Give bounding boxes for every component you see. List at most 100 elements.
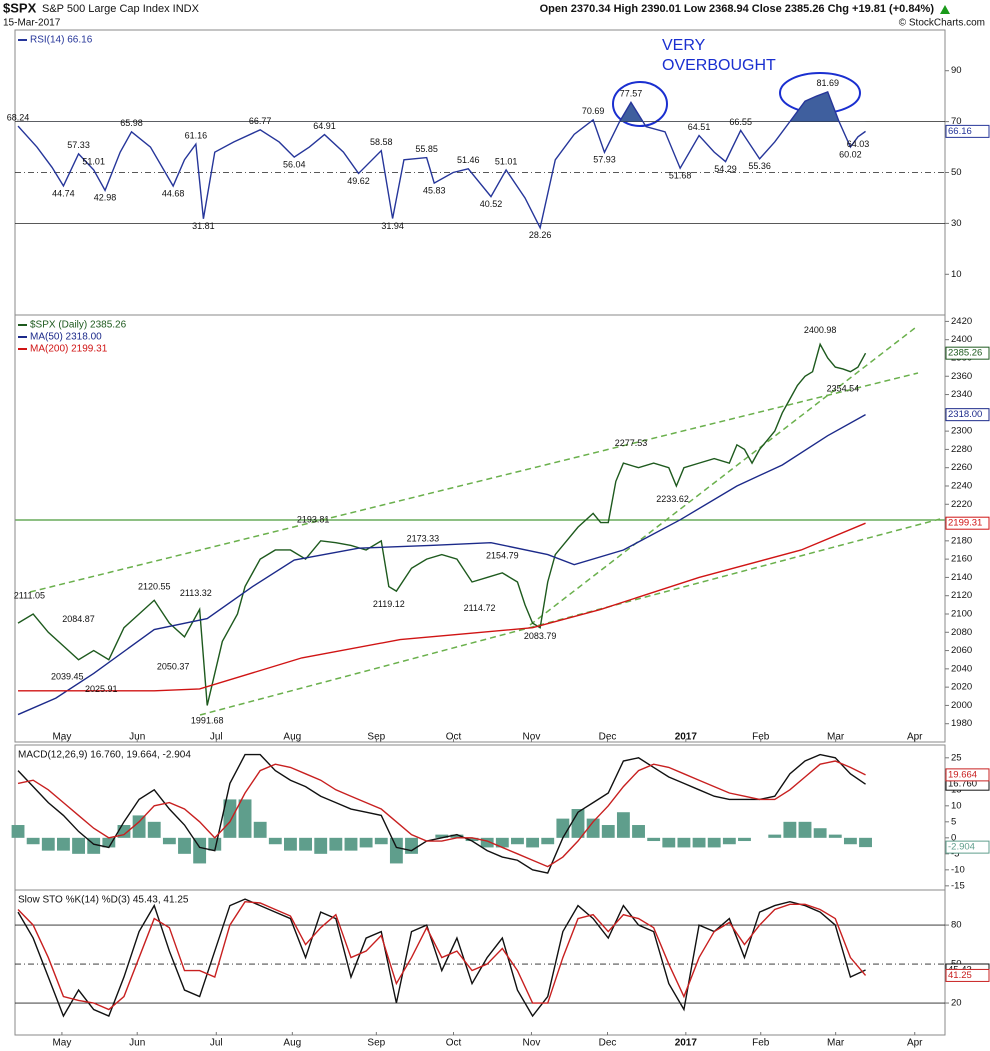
legend-entry: $SPX (Daily) 2385.26 — [30, 320, 127, 331]
histogram-bar — [299, 837, 313, 851]
histogram-bar — [828, 834, 842, 838]
y-tick-label: 1980 — [951, 718, 972, 729]
point-label: 2050.37 — [157, 662, 190, 672]
histogram-bar — [511, 837, 524, 845]
y-tick-label: 10 — [951, 269, 962, 280]
value-tag — [945, 408, 990, 422]
point-label: 64.91 — [313, 121, 336, 131]
y-tick-label: 2060 — [951, 645, 972, 656]
point-label: 2039.45 — [51, 672, 84, 682]
histogram-bar — [435, 834, 449, 838]
histogram-bar — [632, 825, 645, 838]
histogram-bar — [132, 815, 146, 838]
histogram-bar — [102, 837, 116, 848]
point-label: 66.55 — [729, 117, 752, 127]
point-label: 55.36 — [748, 161, 771, 171]
histogram-bar — [26, 837, 40, 845]
series-line — [17, 90, 866, 230]
value-tag — [945, 346, 990, 360]
up-arrow — [940, 5, 950, 14]
symbol: $SPX — [3, 0, 37, 15]
point-label: 1991.68 — [191, 715, 224, 725]
histogram-bar — [284, 837, 297, 851]
y-tick-label: 50 — [951, 167, 962, 178]
series-line — [17, 753, 866, 874]
y-tick-label: 2100 — [951, 609, 972, 620]
point-label: 68.24 — [7, 112, 30, 122]
point-label: 49.62 — [347, 176, 370, 186]
histogram-bar — [193, 837, 207, 864]
histogram-bar — [147, 821, 161, 838]
value-tag-label: -2.904 — [948, 842, 975, 853]
x-tick-label: May — [52, 732, 71, 743]
x-tick-label: Dec — [599, 732, 617, 743]
x-tick-label: Feb — [752, 732, 770, 743]
series-line — [17, 342, 867, 706]
point-label: 45.83 — [423, 185, 446, 195]
legend: Slow STO %K(14) %D(3) 45.43, 41.25 — [18, 895, 189, 906]
x-tick-label: Sep — [367, 1038, 385, 1049]
histogram-bar — [314, 837, 328, 854]
quote: Open 2370.34 High 2390.01 Low 2368.94 Cl… — [540, 3, 935, 15]
y-tick-label: 2340 — [951, 389, 972, 400]
histogram-bar — [56, 837, 70, 851]
histogram-bar — [465, 837, 479, 842]
histogram-bar — [813, 828, 827, 838]
point-label: 2354.54 — [827, 384, 860, 394]
x-tick-label: Aug — [283, 1038, 301, 1049]
histogram-bar — [253, 821, 267, 838]
histogram-bar — [389, 837, 403, 864]
annotation: VERY — [662, 37, 706, 54]
histogram-bar — [571, 809, 585, 838]
point-label: 2400.98 — [804, 325, 837, 335]
point-label: 2084.87 — [62, 614, 95, 624]
point-label: 51.01 — [82, 156, 105, 166]
histogram-bar — [586, 818, 600, 838]
point-label: 2119.12 — [373, 599, 405, 609]
point-label: 58.58 — [370, 137, 393, 147]
histogram-bar — [41, 837, 55, 851]
point-label: 51.68 — [669, 171, 692, 181]
value-tag-label: 2199.31 — [948, 518, 982, 529]
histogram-bar — [11, 825, 25, 838]
point-label: 51.46 — [457, 155, 480, 165]
y-tick-label: 2040 — [951, 663, 972, 674]
value-tag — [945, 768, 990, 782]
panel-frame — [14, 744, 946, 891]
histogram-bar — [450, 834, 464, 838]
y-tick-label: 20 — [951, 998, 962, 1009]
histogram-bar — [768, 834, 782, 838]
value-tag-label: 41.25 — [948, 970, 972, 981]
point-label: 2173.33 — [407, 533, 440, 543]
x-tick-label: 2017 — [675, 732, 698, 743]
point-label: 70.69 — [582, 106, 605, 116]
value-tag-label: 2385.26 — [948, 348, 982, 359]
histogram-bar — [495, 837, 509, 848]
y-tick-label: 2360 — [951, 371, 972, 382]
histogram-bar — [162, 837, 176, 845]
annotation: OVERBOUGHT — [662, 57, 776, 74]
histogram-bar — [616, 812, 630, 838]
value-tag-label: 19.664 — [948, 769, 977, 780]
point-label: 2114.72 — [464, 603, 496, 613]
panel-frame — [14, 314, 946, 743]
highlight-circle — [612, 81, 668, 127]
panel-frame — [14, 889, 946, 1036]
legend: MACD(12,26,9) 16.760, 19.664, -2.904 — [18, 750, 191, 761]
histogram-bar — [843, 837, 857, 845]
histogram-bar — [601, 825, 615, 838]
trendline — [29, 372, 919, 593]
y-tick-label: 2000 — [951, 700, 972, 711]
histogram-bar — [223, 799, 237, 838]
x-tick-label: Nov — [523, 1038, 541, 1049]
x-tick-label: Sep — [367, 732, 385, 743]
series-line — [17, 760, 866, 868]
histogram-bar — [677, 837, 691, 848]
histogram-bar — [647, 837, 661, 842]
point-label: 56.04 — [283, 160, 306, 170]
x-tick-label: May — [52, 1038, 71, 1049]
histogram-bar — [556, 818, 570, 838]
x-tick-label: Dec — [599, 1038, 617, 1049]
value-tag — [945, 124, 990, 138]
